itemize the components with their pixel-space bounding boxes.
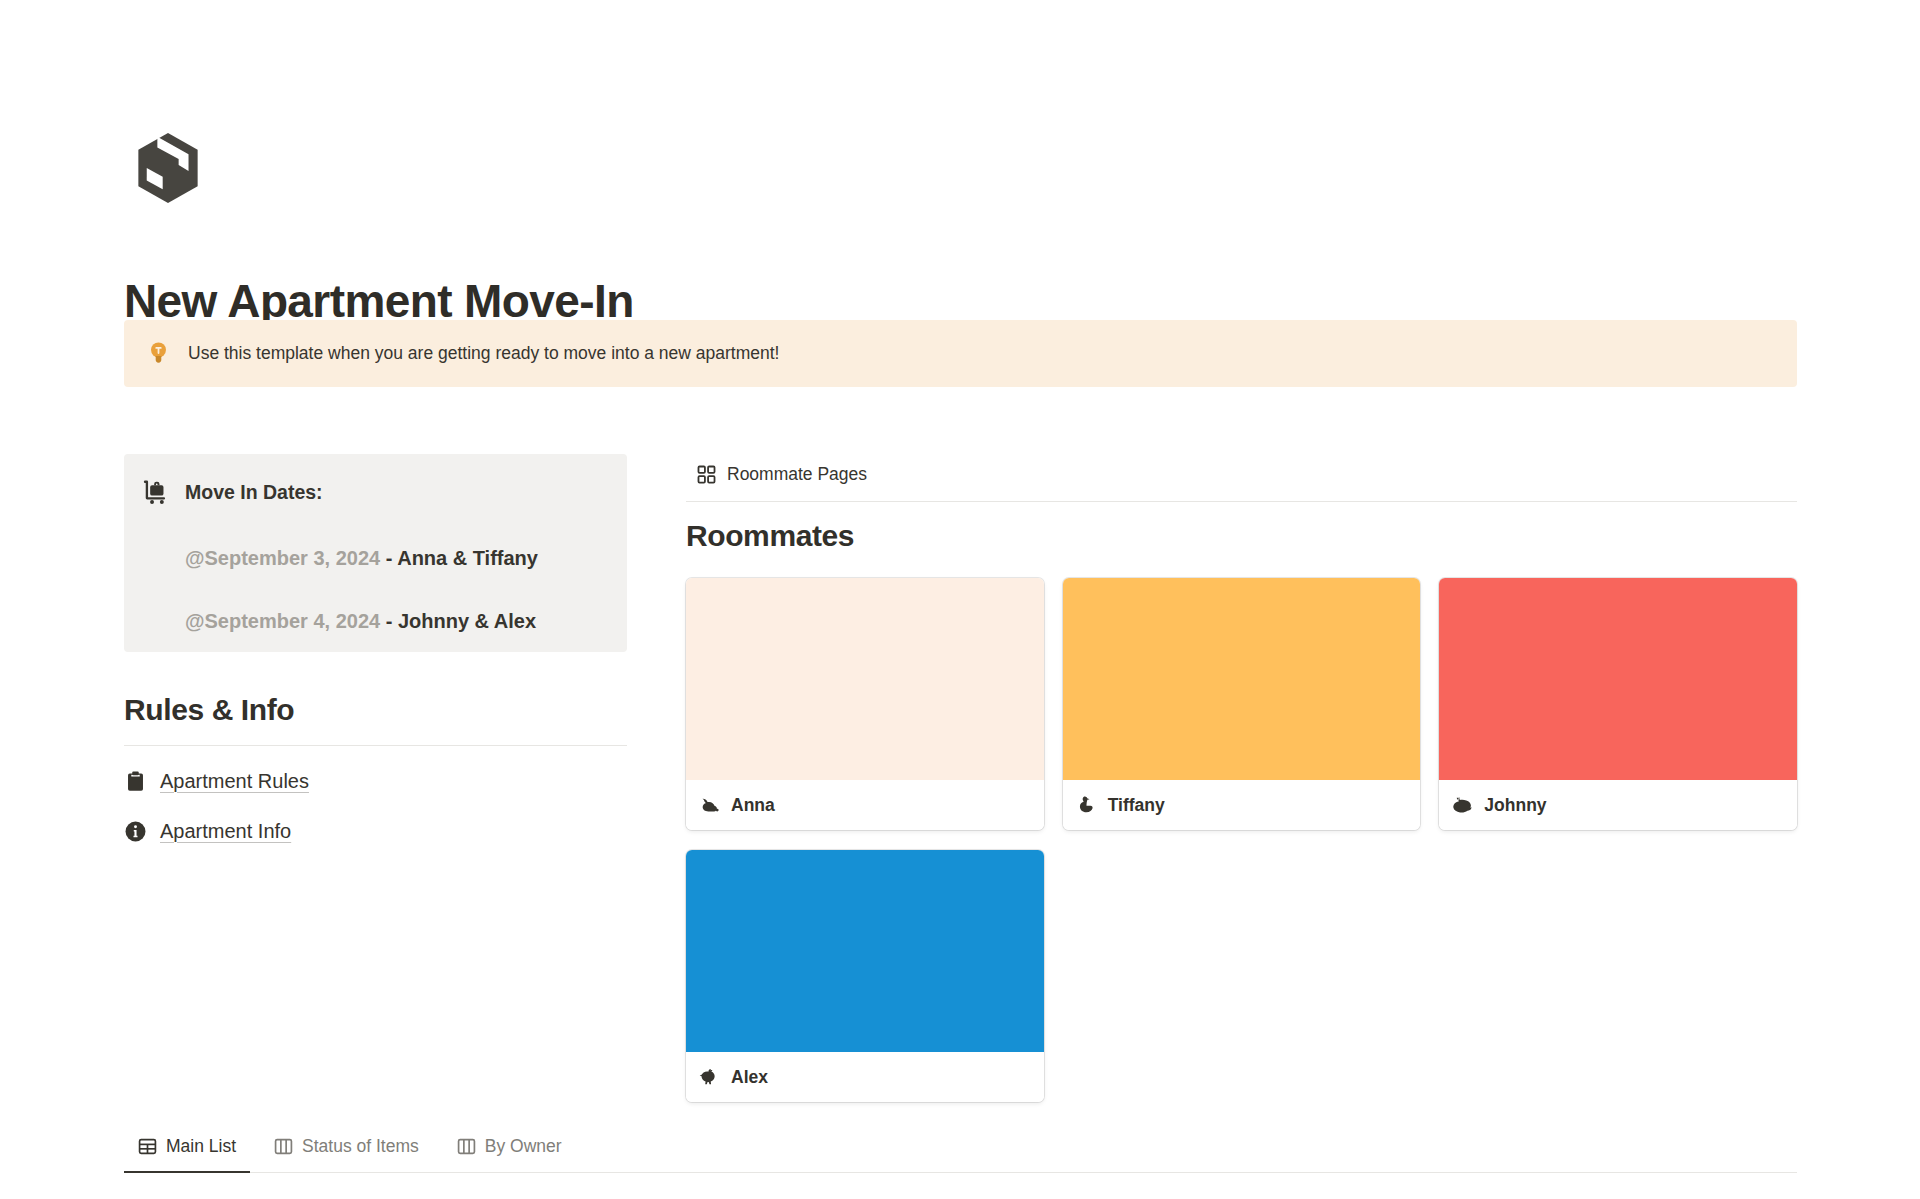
roommate-names: Johnny & Alex bbox=[398, 610, 536, 632]
move-in-entry[interactable]: @September 3, 2024 - Anna & Tiffany bbox=[142, 546, 609, 571]
move-in-dates-block: Move In Dates: @September 3, 2024 - Anna… bbox=[124, 454, 627, 652]
move-in-entry[interactable]: @September 4, 2024 - Johnny & Alex bbox=[142, 609, 609, 634]
card-footer: Johnny bbox=[1439, 780, 1797, 830]
package-icon[interactable] bbox=[130, 125, 206, 211]
page-link-label[interactable]: Apartment Rules bbox=[160, 770, 309, 793]
board-icon bbox=[457, 1137, 476, 1156]
card-cover bbox=[1439, 578, 1797, 780]
roommates-gallery: Anna Tiffany Johnny bbox=[686, 578, 1797, 1102]
gallery-icon bbox=[697, 465, 716, 484]
view-tab-label: Roommate Pages bbox=[727, 464, 867, 484]
rooster-icon bbox=[699, 1067, 720, 1088]
move-in-dates-label: Move In Dates: bbox=[185, 479, 323, 505]
table-icon bbox=[138, 1137, 157, 1156]
card-title: Anna bbox=[731, 795, 775, 816]
card-cover bbox=[1063, 578, 1421, 780]
card-title: Johnny bbox=[1484, 795, 1546, 816]
card-title: Tiffany bbox=[1108, 795, 1165, 816]
roommate-card-anna[interactable]: Anna bbox=[686, 578, 1044, 830]
roommate-card-johnny[interactable]: Johnny bbox=[1439, 578, 1797, 830]
database-view-tabs: Main List Status of Items By Owner bbox=[124, 1131, 1797, 1173]
tab-label: Status of Items bbox=[302, 1135, 419, 1157]
board-icon bbox=[274, 1137, 293, 1156]
whale-icon bbox=[1452, 795, 1473, 816]
divider bbox=[686, 501, 1797, 502]
tab-label: Main List bbox=[166, 1135, 236, 1157]
callout[interactable]: Use this template when you are getting r… bbox=[124, 320, 1797, 387]
luggage-cart-icon bbox=[142, 478, 170, 506]
info-icon bbox=[124, 820, 147, 843]
left-column: Move In Dates: @September 3, 2024 - Anna… bbox=[124, 454, 627, 846]
roommate-names: Anna & Tiffany bbox=[397, 547, 538, 569]
tab-by-owner[interactable]: By Owner bbox=[443, 1131, 576, 1173]
notion-page: New Apartment Move-In Use this template … bbox=[0, 0, 1920, 1199]
rules-info-heading: Rules & Info bbox=[124, 692, 627, 728]
lightbulb-icon bbox=[146, 340, 171, 367]
separator: - bbox=[380, 547, 397, 569]
card-footer: Anna bbox=[686, 780, 1044, 830]
date-mention[interactable]: @September 4, 2024 bbox=[185, 610, 380, 632]
page-link-apartment-info[interactable]: Apartment Info bbox=[124, 816, 627, 846]
rabbit-icon bbox=[699, 795, 720, 816]
tab-main-list[interactable]: Main List bbox=[124, 1131, 250, 1173]
view-tab-roommate-pages[interactable]: Roommate Pages bbox=[686, 454, 879, 494]
right-column: Roommate Pages Roommates Anna bbox=[686, 454, 1797, 1102]
card-footer: Tiffany bbox=[1063, 780, 1421, 830]
separator: - bbox=[380, 610, 398, 632]
card-cover bbox=[686, 578, 1044, 780]
tab-label: By Owner bbox=[485, 1135, 562, 1157]
page-link-apartment-rules[interactable]: Apartment Rules bbox=[124, 766, 627, 796]
move-in-dates-title-row: Move In Dates: bbox=[142, 478, 609, 506]
date-mention[interactable]: @September 3, 2024 bbox=[185, 547, 380, 569]
swan-icon bbox=[1076, 795, 1097, 816]
clipboard-icon bbox=[124, 770, 147, 793]
page-link-label[interactable]: Apartment Info bbox=[160, 820, 291, 843]
divider bbox=[124, 745, 627, 746]
card-title: Alex bbox=[731, 1067, 768, 1088]
roommates-heading: Roommates bbox=[686, 518, 1797, 554]
roommate-card-alex[interactable]: Alex bbox=[686, 850, 1044, 1102]
roommate-card-tiffany[interactable]: Tiffany bbox=[1063, 578, 1421, 830]
callout-text: Use this template when you are getting r… bbox=[188, 341, 779, 366]
tab-status-of-items[interactable]: Status of Items bbox=[260, 1131, 433, 1173]
card-footer: Alex bbox=[686, 1052, 1044, 1102]
card-cover bbox=[686, 850, 1044, 1052]
